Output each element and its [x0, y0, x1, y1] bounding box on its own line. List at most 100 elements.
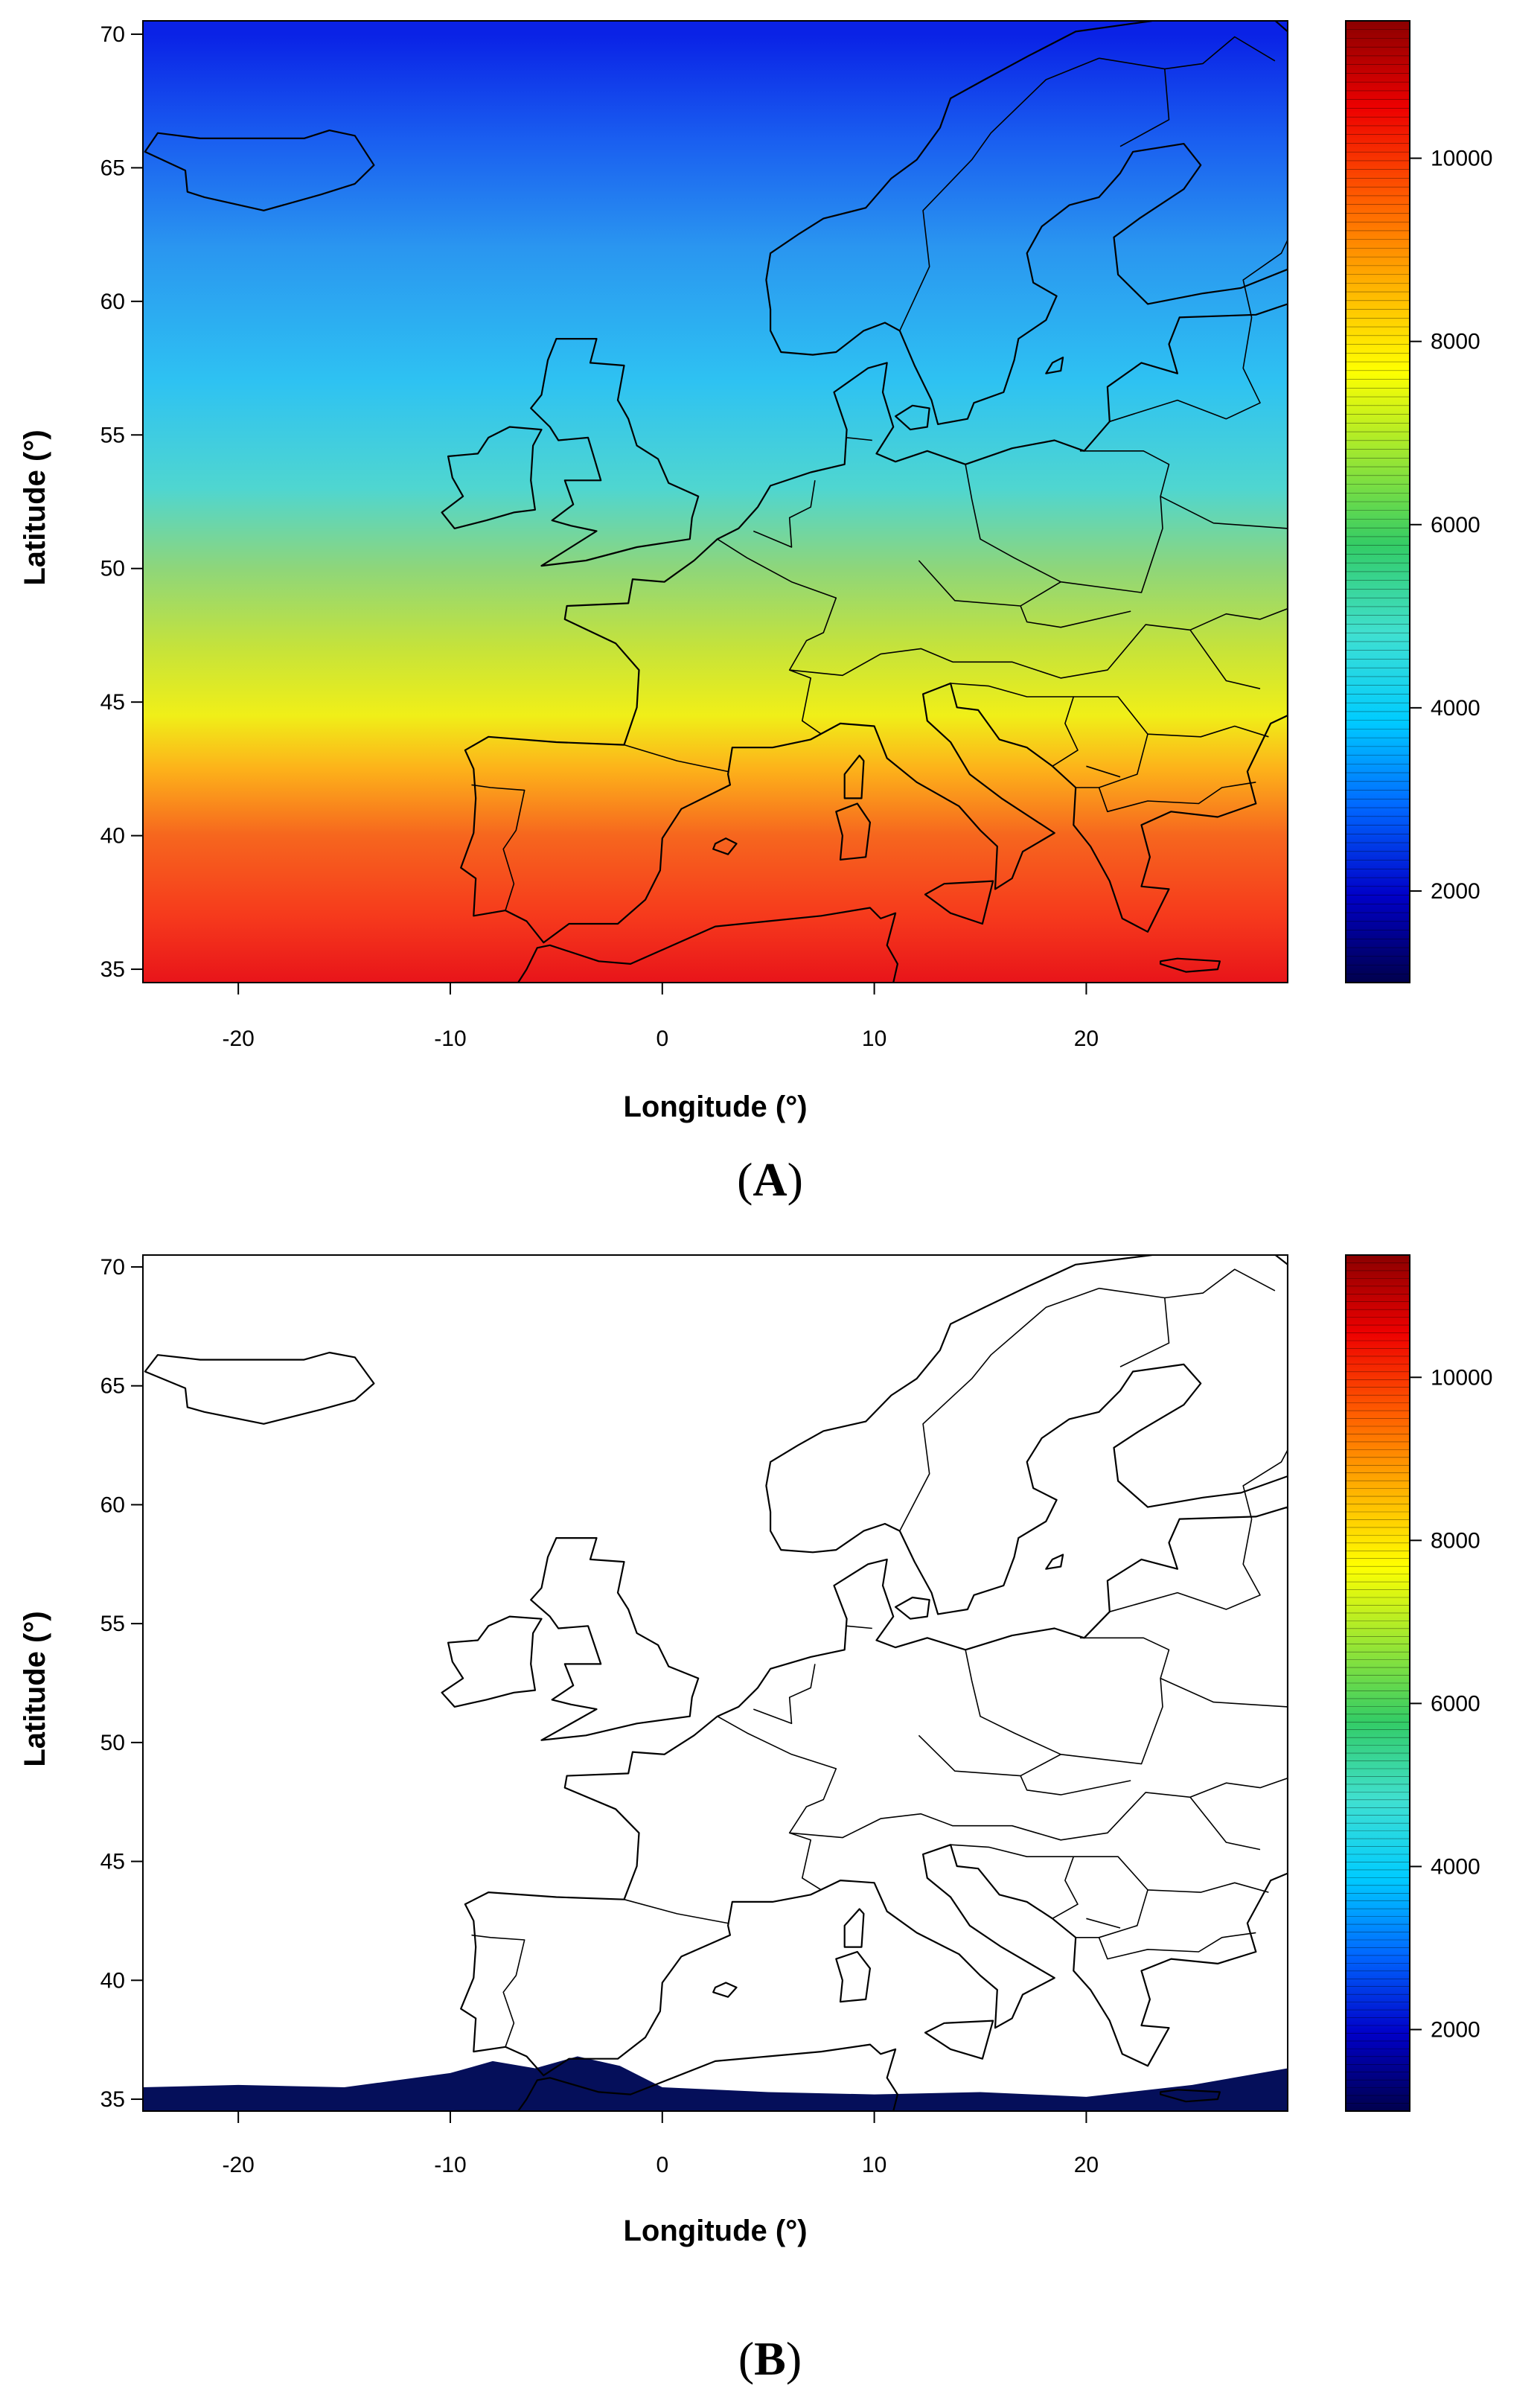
x-tick-label: 0 [656, 1027, 668, 1051]
country-border [1147, 1882, 1269, 1893]
y-tick-label: 50 [100, 1731, 125, 1755]
colorbar-frame [1345, 20, 1410, 983]
plot-frame [142, 1254, 1288, 2112]
y-tick-label: 55 [100, 1612, 125, 1636]
y-tick-label: 35 [100, 957, 125, 982]
x-tick-label: 10 [862, 2153, 886, 2177]
country-border [789, 607, 1288, 679]
y-tick-label: 70 [100, 22, 125, 47]
y-tick-label: 35 [100, 2087, 125, 2112]
country-border [1020, 605, 1131, 628]
coastline-corsica [843, 754, 865, 799]
coastline-mallorca [712, 837, 738, 855]
country-border [918, 1734, 1061, 1777]
coastline-denmark-zealand [894, 404, 930, 431]
country-border [899, 57, 1099, 331]
country-border [717, 1716, 837, 1891]
country-border [1073, 696, 1148, 788]
y-tick-label: 50 [100, 557, 125, 581]
coastline-sardinia [835, 1950, 872, 2003]
x-tick-label: 10 [862, 1027, 886, 1051]
country-border [1160, 1677, 1288, 1708]
panel-b: -20 -10 0 10 20 35 40 45 50 55 60 65 70 Longitude (°)… [0, 1194, 1540, 2388]
country-border [1098, 1932, 1256, 1960]
country-border [1160, 496, 1288, 529]
y-tick-label: 60 [100, 1492, 125, 1517]
x-tick-label: 20 [1074, 2153, 1099, 2177]
coastline-sicily [924, 880, 994, 925]
country-border [918, 560, 1061, 607]
coastline-gotland [1045, 357, 1064, 374]
country-border [1189, 629, 1261, 689]
colorbar-tick-label: 6000 [1431, 513, 1480, 537]
colorbar-tick-label: 8000 [1431, 1528, 1480, 1553]
panel-label-a: (A) [737, 1153, 803, 1206]
country-border [1242, 239, 1288, 318]
coastline-iceland [144, 130, 375, 211]
x-tick-label: 20 [1074, 1027, 1099, 1051]
country-border [846, 1625, 872, 1629]
country-border [753, 1664, 816, 1725]
country-border [1098, 782, 1256, 813]
country-border [1189, 1796, 1261, 1851]
plot-frame [142, 20, 1288, 983]
low-value-band [143, 2056, 1288, 2111]
colorbar-frame [1345, 1254, 1410, 2112]
country-border [1109, 317, 1261, 423]
coastline-ireland [441, 426, 543, 530]
country-border [1086, 1918, 1121, 1929]
colorbar-tick-label: 10000 [1431, 1365, 1492, 1390]
x-tick-label: -10 [434, 2153, 466, 2177]
country-border [1164, 36, 1276, 70]
y-tick-label: 55 [100, 423, 125, 447]
coastline-europe-mainland [460, 1506, 1288, 2077]
coastline-britain [530, 338, 700, 567]
country-border [1147, 725, 1269, 738]
x-tick-label: -20 [222, 1027, 254, 1051]
country-border [899, 1287, 1099, 1531]
coastline-corsica [843, 1908, 865, 1948]
y-tick-label: 45 [100, 1850, 125, 1874]
y-tick-label: 40 [100, 824, 125, 849]
y-tick-label: 40 [100, 1968, 125, 1993]
colorbar-tick-label: 2000 [1431, 2017, 1480, 2042]
x-tick-label: -20 [222, 2153, 254, 2177]
country-border [1073, 1856, 1148, 1938]
coastline-denmark-zealand [894, 1596, 930, 1620]
country-border [471, 784, 525, 911]
colorbar-tick-label: 2000 [1431, 879, 1480, 904]
country-border [1099, 57, 1170, 147]
country-border [789, 1778, 1288, 1841]
coastline-mallorca [712, 1982, 738, 1998]
colorbar-tick-label: 8000 [1431, 330, 1480, 354]
country-border [965, 1637, 1170, 1765]
coastline-scandinavia [765, 1255, 1288, 1615]
coastline-scandinavia [765, 21, 1288, 426]
map-panel-a: -20 -10 0 10 20 35 40 45 50 55 60 65 70 Longitude (°)… [19, 20, 1492, 1123]
x-axis-title: Longitude (°) [623, 2215, 807, 2247]
coastline-ireland [441, 1615, 543, 1708]
country-border [846, 437, 872, 441]
panel-label-b: (B) [738, 2332, 802, 2385]
map-panel-b: -20 -10 0 10 20 35 40 45 50 55 60 65 70 Longitude (°)… [19, 1254, 1492, 2247]
country-border [624, 744, 729, 773]
coastline-iceland [144, 1351, 375, 1425]
y-tick-label: 45 [100, 690, 125, 715]
coastline-crete [1159, 2089, 1221, 2103]
coastline-sicily [924, 2020, 994, 2060]
y-axis-title: Latitude (°) [19, 1611, 51, 1766]
y-tick-label: 65 [100, 156, 125, 180]
colorbar-tick-label: 4000 [1431, 1854, 1480, 1879]
heatmap-field [143, 1255, 1288, 2111]
y-tick-label: 70 [100, 1255, 125, 1280]
country-border [717, 538, 837, 735]
y-tick-label: 60 [100, 290, 125, 314]
country-border [1164, 1268, 1276, 1299]
country-border [1086, 765, 1121, 778]
country-border [624, 1898, 729, 1924]
country-border [1242, 1449, 1288, 1519]
y-axis-title: Latitude (°) [19, 430, 51, 585]
coastline-sardinia [835, 802, 872, 861]
x-axis-title: Longitude (°) [623, 1091, 807, 1123]
colorbar-tick-label: 10000 [1431, 147, 1492, 171]
